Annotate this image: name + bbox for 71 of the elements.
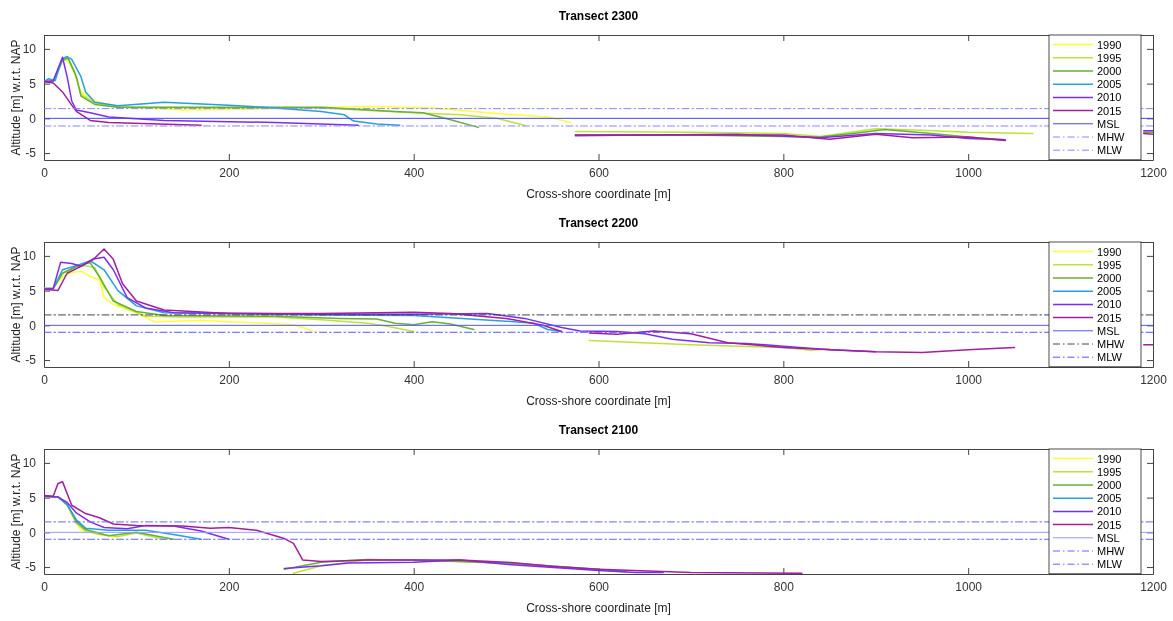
legend-label: 2010 [1097,298,1122,311]
legend-label: MLW [1097,144,1123,157]
x-axis-title: Cross-shore coordinate [m] [526,187,671,201]
y-tick-label: -5 [25,353,37,368]
x-axis-title: Cross-shore coordinate [m] [526,601,671,615]
x-tick-label: 400 [404,579,425,594]
legend-label: MHW [1097,545,1126,557]
legend-label: 2015 [1097,104,1122,117]
x-axis-title: Cross-shore coordinate [m] [526,394,671,408]
legend-label: MLW [1097,558,1123,571]
x-tick-label: 600 [588,165,610,180]
x-tick-label: 800 [773,579,795,594]
legend-label: MLW [1097,351,1123,364]
legend-label: 1995 [1097,51,1122,64]
legend-label: 2010 [1097,505,1122,518]
y-axis-title: Altitude [m] w.r.t. NAP [9,246,23,363]
chart-title: Transect 2200 [558,216,639,230]
x-tick-label: 0 [41,165,49,180]
y-tick-label: 5 [29,76,37,91]
y-axis-title: Altitude [m] w.r.t. NAP [9,39,23,156]
y-tick-label: -5 [25,146,37,161]
y-tick-label: 0 [29,525,37,540]
legend-label: 2015 [1097,518,1122,531]
x-tick-label: 600 [588,579,610,594]
chart-title: Transect 2100 [558,423,639,437]
x-tick-label: 1000 [955,579,983,594]
legend-label: 2000 [1097,272,1122,284]
legend-label: 2005 [1097,492,1122,505]
y-tick-label: -5 [25,560,37,575]
y-tick-label: 10 [22,249,37,264]
line-series [44,480,803,574]
y-tick-label: 5 [29,490,37,505]
x-tick-label: 800 [773,372,795,387]
line-series [44,55,401,127]
legend-label: 1990 [1097,245,1122,258]
legend-label: 2015 [1097,311,1122,324]
chart-title: Transect 2300 [558,9,639,23]
y-tick-label: 10 [22,42,37,57]
legend-label: 1990 [1097,38,1122,51]
x-tick-label: 200 [219,579,240,594]
x-tick-label: 1200 [1140,372,1168,387]
legend-label: 1995 [1097,258,1122,271]
x-tick-label: 1000 [955,165,983,180]
legend-label: 2010 [1097,91,1122,104]
x-tick-label: 400 [404,372,425,387]
x-tick-label: 200 [219,372,240,387]
y-axis-title: Altitude [m] w.r.t. NAP [9,453,23,570]
legend-label: MSL [1097,324,1120,337]
x-tick-label: 1200 [1140,165,1168,180]
legend-label: 2000 [1097,65,1122,77]
x-tick-label: 600 [588,372,610,387]
y-tick-label: 0 [29,318,37,333]
x-tick-label: 400 [404,165,425,180]
legend-label: MHW [1097,338,1126,350]
y-tick-label: 0 [29,111,37,126]
x-tick-label: 200 [219,165,240,180]
legend-label: 1995 [1097,465,1122,478]
legend-label: MSL [1097,117,1120,130]
legend-label: MSL [1097,531,1120,544]
legend-label: MHW [1097,131,1126,143]
legend-label: 2005 [1097,285,1122,298]
legend-label: 1990 [1097,452,1122,465]
x-tick-label: 800 [773,165,795,180]
y-tick-label: 10 [22,456,37,471]
x-tick-label: 1200 [1140,579,1168,594]
y-tick-label: 5 [29,283,37,298]
x-tick-label: 1000 [955,372,983,387]
x-tick-label: 0 [41,579,49,594]
legend-label: 2005 [1097,78,1122,91]
legend-label: 2000 [1097,479,1122,491]
x-tick-label: 0 [41,372,49,387]
